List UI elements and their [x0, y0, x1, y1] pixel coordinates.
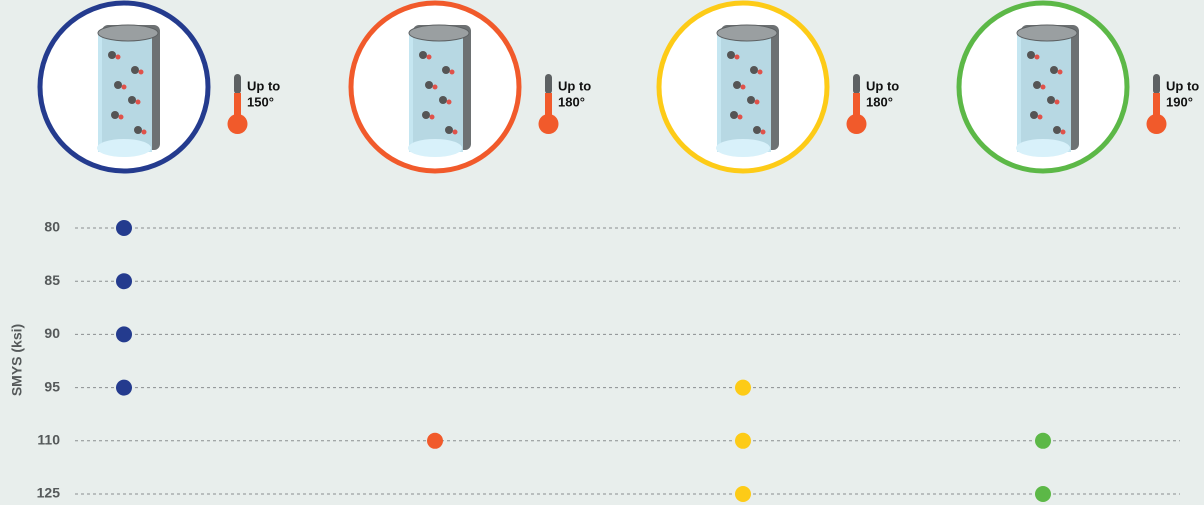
molecule-atom [760, 129, 766, 135]
molecule [131, 66, 139, 74]
thermo-stem [545, 93, 552, 117]
molecule [1030, 111, 1038, 119]
temperature-label: Up to [866, 78, 899, 93]
thermo-bulb [538, 114, 559, 134]
molecule-atom [449, 69, 455, 75]
grade-dot [116, 326, 132, 343]
thermo-top [1153, 74, 1160, 94]
molecule-atom [135, 99, 141, 105]
molecule-atom [141, 129, 147, 135]
molecule [753, 126, 761, 134]
molecule [108, 51, 116, 59]
grade-dot [116, 220, 132, 236]
liquid [408, 139, 462, 157]
grade-dot [116, 379, 132, 396]
liquid [97, 139, 151, 157]
molecule [439, 96, 447, 104]
molecule-atom [1040, 84, 1046, 90]
molecule [1027, 51, 1035, 59]
molecule [445, 126, 453, 134]
thermo-top [853, 74, 860, 94]
grade-dot [735, 379, 751, 396]
molecule-atom [737, 114, 743, 120]
molecule [750, 66, 758, 74]
liquid [1016, 139, 1070, 157]
y-tick-label: 85 [44, 272, 60, 288]
molecule [134, 126, 142, 134]
molecule-atom [1037, 114, 1043, 120]
y-tick-label: 125 [37, 485, 61, 501]
cylinder-top [1016, 24, 1078, 42]
cylinder-top [97, 24, 159, 42]
molecule [425, 81, 433, 89]
temperature-label: 190° [1166, 94, 1193, 109]
molecule [419, 51, 427, 59]
molecule-atom [754, 99, 760, 105]
y-tick-label: 110 [37, 432, 60, 448]
molecule-atom [1054, 99, 1060, 105]
molecule-atom [757, 69, 763, 75]
molecule [128, 96, 136, 104]
molecule-atom [446, 99, 452, 105]
thermo-top [234, 74, 241, 94]
cylinder-top [716, 24, 778, 42]
molecule [1047, 96, 1055, 104]
thermo-stem [234, 93, 241, 117]
molecule-atom [1057, 69, 1063, 75]
molecule-atom [429, 114, 435, 120]
grade-dot [1035, 432, 1051, 449]
molecule [1033, 81, 1041, 89]
molecule-atom [118, 114, 124, 120]
temperature-label: Up to [247, 78, 280, 93]
molecule-atom [426, 54, 432, 60]
molecule-atom [452, 129, 458, 135]
molecule [442, 66, 450, 74]
molecule-atom [138, 69, 144, 75]
molecule-atom [115, 54, 121, 60]
thermo-bulb [1146, 114, 1167, 134]
temperature-label: 180° [558, 94, 585, 109]
molecule [1050, 66, 1058, 74]
temperature-label: 150° [247, 94, 274, 109]
molecule [727, 51, 735, 59]
y-tick-label: 90 [44, 325, 60, 341]
cylinder-top [408, 24, 470, 42]
thermo-bulb [227, 114, 248, 134]
molecule [733, 81, 741, 89]
molecule-atom [432, 84, 438, 90]
grade-dot [427, 432, 443, 449]
grade-dot [735, 486, 751, 502]
molecule-atom [121, 84, 127, 90]
molecule [114, 81, 122, 89]
temperature-label: Up to [1166, 78, 1199, 93]
molecule-atom [1034, 54, 1040, 60]
grade-dot [735, 432, 751, 449]
molecule [111, 111, 119, 119]
liquid [716, 139, 770, 157]
molecule [730, 111, 738, 119]
y-tick-label: 95 [44, 378, 60, 394]
molecule-atom [1060, 129, 1066, 135]
molecule-atom [734, 54, 740, 60]
temperature-label: 180° [866, 94, 893, 109]
molecule [747, 96, 755, 104]
grade-dot [1035, 486, 1051, 502]
thermo-stem [1153, 93, 1160, 117]
molecule-atom [740, 84, 746, 90]
y-tick-label: 80 [44, 219, 60, 235]
molecule [422, 111, 430, 119]
grade-dot [116, 273, 132, 290]
thermo-bulb [846, 114, 867, 134]
thermo-stem [853, 93, 860, 117]
thermo-top [545, 74, 552, 94]
y-axis-label: SMYS (ksi) [9, 324, 25, 396]
molecule [1053, 126, 1061, 134]
temperature-label: Up to [558, 78, 591, 93]
